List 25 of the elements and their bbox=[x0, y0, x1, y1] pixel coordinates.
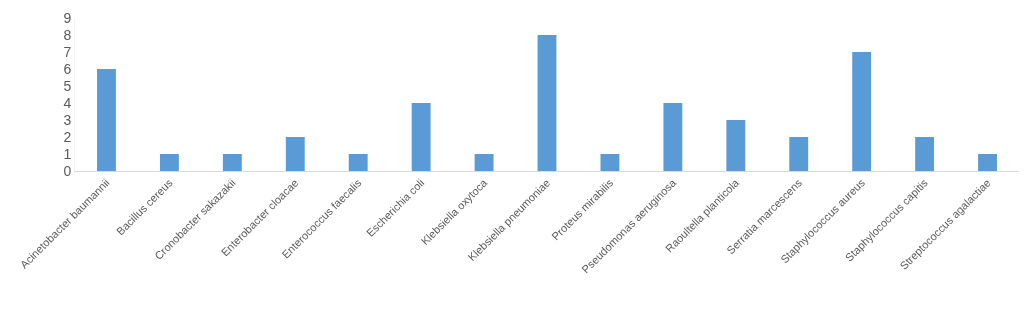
y-tick-label: 8 bbox=[63, 26, 72, 43]
y-tick-label: 4 bbox=[63, 94, 72, 111]
bar bbox=[537, 35, 557, 171]
y-tick-label: 6 bbox=[63, 60, 72, 77]
bar bbox=[348, 154, 368, 171]
y-tick-label: 7 bbox=[63, 43, 72, 60]
bar bbox=[726, 120, 746, 171]
bar bbox=[222, 154, 242, 171]
bar bbox=[474, 154, 494, 171]
bar bbox=[852, 52, 872, 171]
bar bbox=[285, 137, 305, 171]
bar bbox=[411, 103, 431, 171]
y-tick-label: 1 bbox=[63, 145, 72, 162]
bar bbox=[97, 69, 116, 171]
bar bbox=[159, 154, 179, 171]
bar bbox=[663, 103, 683, 171]
bar bbox=[915, 137, 935, 171]
bar bbox=[600, 154, 620, 171]
y-tick-label: 3 bbox=[63, 111, 72, 128]
y-tick-label: 5 bbox=[63, 77, 72, 94]
y-tick-label: 2 bbox=[63, 128, 72, 145]
bar bbox=[978, 154, 997, 171]
y-tick-label: 9 bbox=[63, 9, 72, 26]
y-tick-label: 0 bbox=[63, 162, 72, 179]
bar bbox=[789, 137, 809, 171]
